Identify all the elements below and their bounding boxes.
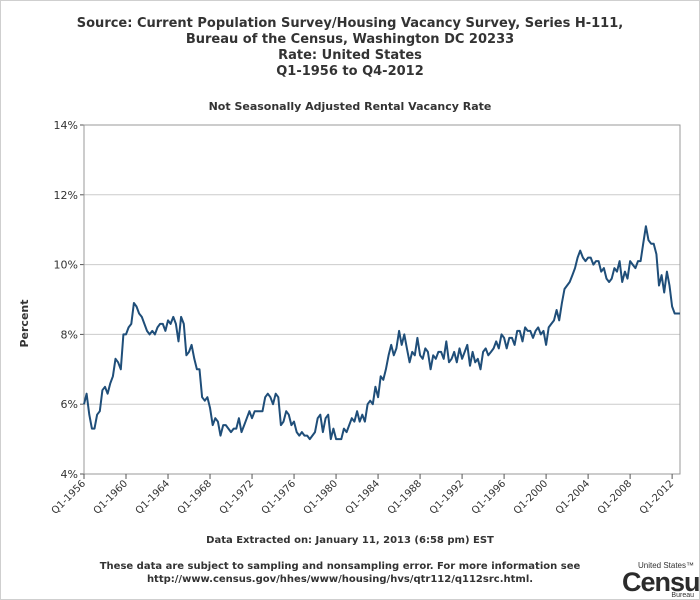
y-axis-label: Percent	[18, 299, 31, 347]
x-tick-label-1956: Q1-1956	[50, 478, 88, 516]
y-tick-label-8: 8%	[61, 328, 78, 341]
footnote-line-1: These data are subject to sampling and n…	[99, 561, 581, 572]
title-line-3: Rate: United States	[278, 48, 422, 63]
y-tick-label-4: 4%	[61, 468, 78, 481]
title-line-1: Source: Current Population Survey/Housin…	[76, 16, 624, 31]
y-tick-label-6: 6%	[61, 398, 78, 411]
x-tick-label-1980: Q1-1980	[302, 478, 340, 516]
plot-area	[84, 125, 680, 474]
x-tick-label-1964: Q1-1964	[134, 478, 172, 516]
x-tick-label-1984: Q1-1984	[344, 478, 382, 516]
logo-bottom-text: Bureau	[671, 592, 694, 599]
title-line-2: Bureau of the Census, Washington DC 2023…	[185, 32, 515, 47]
y-tick-label-14: 14%	[54, 119, 78, 132]
logo-main-text: Census	[622, 567, 700, 597]
chart-subtitle: Not Seasonally Adjusted Rental Vacancy R…	[208, 100, 492, 113]
x-tick-label-1960: Q1-1960	[92, 478, 130, 516]
y-tick-label-12: 12%	[54, 189, 78, 202]
census-bureau-logo: United States™ Census Bureau	[622, 561, 700, 599]
x-tick-label-2008: Q1-2008	[596, 478, 634, 516]
x-tick-label-1992: Q1-1992	[428, 478, 466, 516]
x-tick-label-1996: Q1-1996	[470, 478, 508, 516]
x-tick-label-1988: Q1-1988	[386, 478, 424, 516]
x-tick-label-1976: Q1-1976	[260, 478, 298, 516]
x-tick-label-2004: Q1-2004	[554, 478, 592, 516]
title-line-4: Q1-1956 to Q4-2012	[276, 64, 424, 79]
plot-border	[83, 124, 681, 475]
x-tick-label-1968: Q1-1968	[176, 478, 214, 516]
x-tick-label-2012: Q1-2012	[638, 478, 676, 516]
logo-top-text: United States™	[637, 561, 694, 570]
footnote-line-2: http://www.census.gov/hhes/www/housing/h…	[146, 574, 534, 585]
x-tick-label-1972: Q1-1972	[218, 478, 256, 516]
footnote: These data are subject to sampling and n…	[80, 560, 600, 586]
x-tick-label-2000: Q1-2000	[512, 478, 550, 516]
series-line-0	[83, 225, 680, 441]
y-tick-label-10: 10%	[54, 259, 78, 272]
chart-title: Source: Current Population Survey/Housin…	[0, 16, 700, 80]
data-extracted-label: Data Extracted on: January 11, 2013 (6:5…	[206, 535, 494, 546]
